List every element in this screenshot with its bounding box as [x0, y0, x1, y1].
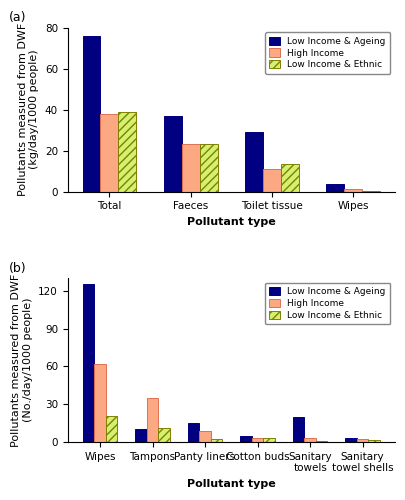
Bar: [315, 440, 327, 442]
Bar: [146, 398, 158, 442]
Bar: [262, 169, 280, 192]
Bar: [199, 430, 210, 442]
Bar: [343, 189, 361, 192]
X-axis label: Pollutant type: Pollutant type: [186, 217, 275, 227]
Legend: Low Income & Ageing, High Income, Low Income & Ethnic: Low Income & Ageing, High Income, Low In…: [264, 32, 390, 74]
Bar: [105, 416, 117, 442]
Bar: [280, 164, 298, 192]
Bar: [82, 284, 94, 442]
Bar: [82, 36, 100, 192]
Bar: [135, 430, 146, 442]
Bar: [251, 438, 263, 442]
X-axis label: Pollutant type: Pollutant type: [186, 479, 275, 489]
Bar: [94, 364, 105, 442]
Bar: [356, 440, 368, 442]
Bar: [263, 438, 274, 442]
Bar: [326, 184, 343, 192]
Y-axis label: Pollutants measured from DWF
(kg/day/1000 people): Pollutants measured from DWF (kg/day/100…: [18, 23, 39, 196]
Bar: [245, 132, 262, 192]
Bar: [187, 423, 199, 442]
Bar: [361, 190, 379, 192]
Bar: [240, 436, 251, 442]
Bar: [181, 144, 199, 192]
Text: (a): (a): [9, 12, 26, 24]
Y-axis label: Pollutants measured from DWF
(No./day/1000 people): Pollutants measured from DWF (No./day/10…: [11, 274, 33, 446]
Bar: [210, 439, 222, 442]
Bar: [304, 438, 315, 442]
Bar: [292, 417, 304, 442]
Bar: [345, 438, 356, 442]
Bar: [368, 440, 379, 442]
Bar: [100, 114, 118, 192]
Legend: Low Income & Ageing, High Income, Low Income & Ethnic: Low Income & Ageing, High Income, Low In…: [264, 282, 390, 325]
Text: (b): (b): [9, 262, 26, 275]
Bar: [199, 144, 217, 192]
Bar: [118, 112, 136, 192]
Bar: [158, 428, 169, 442]
Bar: [164, 116, 181, 192]
